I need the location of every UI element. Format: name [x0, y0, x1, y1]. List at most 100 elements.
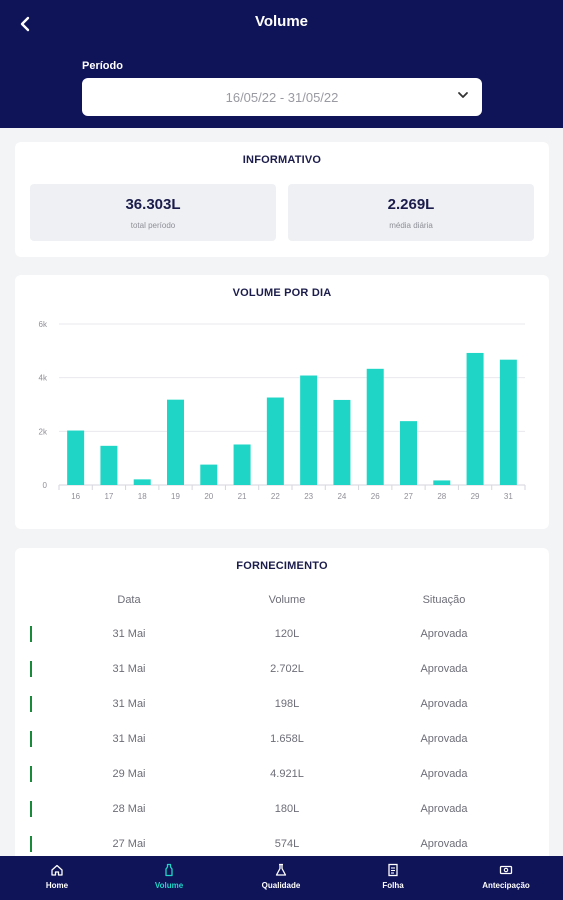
nav-item-home[interactable]: Home	[12, 856, 102, 900]
bar-29[interactable]	[466, 352, 484, 485]
total-period-box: 36.303L total período	[30, 184, 276, 241]
nav-item-volume[interactable]: Volume	[124, 856, 214, 900]
x-tick-label: 17	[104, 492, 113, 501]
x-tick-label: 20	[204, 492, 213, 501]
x-tick-label: 19	[171, 492, 180, 501]
daily-average-caption: média diária	[389, 221, 433, 230]
row-volume: 198L	[274, 698, 300, 710]
row-date: 31 Mai	[112, 698, 146, 710]
total-period-value: 36.303L	[125, 196, 181, 213]
bottle-icon	[165, 863, 173, 877]
row-date: 27 Mai	[112, 838, 146, 850]
period-label: Período	[82, 60, 123, 72]
x-tick-label: 27	[404, 492, 413, 501]
supply-title: FORNECIMENTO	[236, 560, 328, 572]
info-card: INFORMATIVO 36.303L total período 2.269L…	[15, 142, 549, 257]
bar-17[interactable]	[100, 445, 118, 485]
row-volume: 120L	[274, 628, 300, 640]
x-tick-label: 24	[337, 492, 346, 501]
daily-average-box: 2.269L média diária	[288, 184, 534, 241]
x-tick-label: 28	[437, 492, 446, 501]
nav-item-folha[interactable]: Folha	[348, 856, 438, 900]
x-tick-label: 23	[304, 492, 313, 501]
chart-card: VOLUME POR DIA 0 2k 4k 6k 16 17 18 19 20 21 22 23 24…	[15, 275, 549, 529]
y-tick-label: 4k	[39, 374, 48, 383]
column-header-volume: Volume	[268, 594, 306, 606]
document-icon	[388, 863, 398, 877]
nav-item-qualidade[interactable]: Qualidade	[236, 856, 326, 900]
status-indicator	[30, 661, 32, 677]
row-status: Aprovada	[420, 628, 468, 640]
nav-label-qualidade: Qualidade	[261, 881, 301, 890]
row-status: Aprovada	[420, 838, 468, 850]
chart-title: VOLUME POR DIA	[232, 287, 332, 299]
chevron-down-icon	[458, 92, 468, 98]
period-dropdown[interactable]: 16/05/22 - 31/05/22	[82, 78, 482, 116]
status-indicator	[30, 731, 32, 747]
row-date: 31 Mai	[112, 628, 146, 640]
bar-16[interactable]	[67, 430, 85, 485]
nav-label-volume: Volume	[154, 881, 184, 890]
row-volume: 2.702L	[270, 663, 304, 675]
bar-19[interactable]	[167, 399, 184, 485]
bar-31[interactable]	[499, 359, 517, 485]
y-tick-label: 0	[43, 481, 48, 490]
row-status: Aprovada	[420, 663, 468, 675]
supply-row[interactable]: 31 Mai 2.702L Aprovada	[15, 655, 549, 685]
row-status: Aprovada	[420, 733, 468, 745]
y-tick-label: 2k	[39, 427, 48, 436]
status-indicator	[30, 696, 32, 712]
x-tick-label: 18	[138, 492, 147, 501]
period-value: 16/05/22 - 31/05/22	[225, 90, 339, 105]
status-indicator	[30, 766, 32, 782]
flask-icon	[275, 863, 287, 876]
column-header-date: Data	[117, 594, 141, 606]
money-icon	[499, 865, 513, 875]
column-header-status: Situação	[422, 594, 466, 606]
home-icon	[51, 864, 63, 876]
bar-21[interactable]	[233, 444, 251, 485]
page-title: Volume	[254, 13, 309, 30]
row-date: 31 Mai	[112, 733, 146, 745]
bar-20[interactable]	[200, 464, 218, 485]
supply-row[interactable]: 29 Mai 4.921L Aprovada	[15, 760, 549, 790]
bar-18[interactable]	[133, 479, 151, 485]
info-card-title: INFORMATIVO	[242, 154, 322, 166]
nav-item-antecipacao[interactable]: Antecipação	[461, 856, 551, 900]
row-volume: 574L	[274, 838, 300, 850]
bar-23[interactable]	[300, 375, 318, 485]
bar-24[interactable]	[333, 399, 351, 485]
chevron-left-icon	[20, 16, 30, 32]
supply-row[interactable]: 31 Mai 120L Aprovada	[15, 620, 549, 650]
supply-row[interactable]: 31 Mai 198L Aprovada	[15, 690, 549, 720]
volume-bar-chart: 0 2k 4k 6k 16 17 18 19 20 21 22 23 24 26 27 28 29 31	[39, 320, 526, 501]
bar-26[interactable]	[366, 368, 384, 485]
row-volume: 180L	[274, 803, 300, 815]
row-date: 28 Mai	[112, 803, 146, 815]
status-indicator	[30, 836, 32, 852]
supply-row[interactable]: 27 Mai 574L Aprovada	[15, 830, 549, 860]
supply-row[interactable]: 28 Mai 180L Aprovada	[15, 795, 549, 825]
x-tick-label: 16	[71, 492, 80, 501]
row-volume: 1.658L	[270, 733, 304, 745]
x-tick-label: 21	[238, 492, 247, 501]
y-tick-label: 6k	[39, 320, 48, 329]
supply-card: FORNECIMENTO Data Volume Situação 31 Mai…	[15, 548, 549, 868]
row-status: Aprovada	[420, 698, 468, 710]
total-period-caption: total período	[130, 221, 176, 230]
x-tick-label: 31	[504, 492, 513, 501]
bar-27[interactable]	[400, 421, 417, 485]
bottom-navigation: Home Volume Qualidade Folha Antecipação	[0, 856, 563, 900]
nav-label-antecipacao: Antecipação	[482, 881, 530, 890]
supply-row[interactable]: 31 Mai 1.658L Aprovada	[15, 725, 549, 755]
status-indicator	[30, 626, 32, 642]
x-tick-label: 29	[471, 492, 480, 501]
app-header: Volume Período 16/05/22 - 31/05/22	[0, 0, 563, 128]
back-button[interactable]	[14, 12, 38, 36]
x-tick-label: 26	[371, 492, 380, 501]
daily-average-value: 2.269L	[387, 196, 435, 213]
row-volume: 4.921L	[270, 768, 304, 780]
bar-28[interactable]	[433, 480, 451, 485]
bar-22[interactable]	[266, 397, 284, 485]
row-date: 29 Mai	[112, 768, 146, 780]
